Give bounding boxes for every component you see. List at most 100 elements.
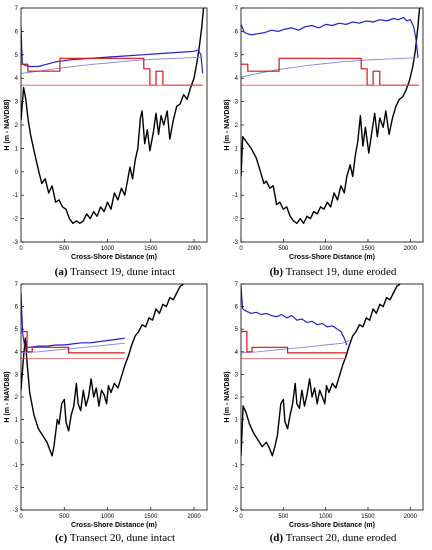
plot-frame-a <box>20 7 208 243</box>
y-tick-label-b--1: -1 <box>233 193 239 199</box>
y-tick-label-d-5: 5 <box>235 327 239 333</box>
y-tick-label-c-4: 4 <box>15 350 19 356</box>
y-tick-label-d-2: 2 <box>235 395 239 401</box>
y-tick-label-d-6: 6 <box>235 305 239 311</box>
x-axis-label-d: Cross-Shore Distance (m) <box>289 522 375 529</box>
y-tick-label-d-0: 0 <box>235 440 239 446</box>
y-axis-label-a: H (m - NAVD88) <box>4 99 11 150</box>
series-line-c-3 <box>21 330 125 354</box>
y-tick-label-a--1: -1 <box>13 193 19 199</box>
y-tick-label-d-1: 1 <box>235 418 239 424</box>
caption-c-text: Transect 20, dune intact <box>69 532 176 544</box>
series-line-b-2 <box>241 57 419 78</box>
x-tick-label-c-500: 500 <box>59 514 70 520</box>
y-tick-label-c-2: 2 <box>15 395 19 401</box>
caption-a: (a) Transect 19, dune intact <box>20 266 210 278</box>
y-tick-label-a-1: 1 <box>15 146 19 152</box>
caption-d-letter: (d) <box>269 532 284 544</box>
y-tick-label-d--2: -2 <box>233 485 239 491</box>
y-tick-label-d-7: 7 <box>235 282 239 288</box>
y-tick-label-b-6: 6 <box>235 29 239 35</box>
caption-d: (d) Transect 20, dune eroded <box>238 532 428 544</box>
chart-panel-c: 0 500 1000 1500 2000 -3 -2 -1 0 1 2 3 4 5 6 7 Cross-Shor… <box>4 282 208 529</box>
x-tick-label-b-1000: 1000 <box>319 246 333 252</box>
x-tick-label-b-500: 500 <box>278 246 289 252</box>
series-line-a-3 <box>21 57 203 86</box>
y-tick-label-c--2: -2 <box>13 485 19 491</box>
caption-c: (c) Transect 20, dune intact <box>20 532 210 544</box>
x-axis-label-c: Cross-Shore Distance (m) <box>71 522 157 529</box>
x-tick-label-c-1500: 1500 <box>144 514 158 520</box>
series-line-c-0 <box>21 284 184 457</box>
series-group-d <box>241 284 401 457</box>
series-line-b-1 <box>241 16 419 58</box>
y-tick-label-b-7: 7 <box>235 6 239 12</box>
y-tick-label-c-5: 5 <box>15 327 19 333</box>
series-line-a-1 <box>21 26 204 74</box>
caption-b-letter: (b) <box>269 266 284 278</box>
y-tick-label-b--2: -2 <box>233 217 239 223</box>
y-tick-label-c-0: 0 <box>15 440 19 446</box>
y-tick-label-b-0: 0 <box>235 170 239 176</box>
x-tick-label-a-1000: 1000 <box>101 246 115 252</box>
x-tick-label-a-500: 500 <box>59 246 70 252</box>
plot-frame-c <box>20 283 208 511</box>
plot-frame-d <box>240 283 424 511</box>
y-tick-label-b-3: 3 <box>235 100 239 106</box>
caption-b-text: Transect 19, dune eroded <box>285 266 397 278</box>
chart-panel-d: 0 500 1000 1500 2000 -3 -2 -1 0 1 2 3 4 5 6 7 Cross-Shor… <box>224 282 424 529</box>
series-line-d-3 <box>241 330 347 354</box>
x-tick-label-c-0: 0 <box>19 514 23 520</box>
y-tick-label-b-5: 5 <box>235 53 239 59</box>
y-tick-label-b-2: 2 <box>235 123 239 129</box>
x-tick-label-b-0: 0 <box>239 246 243 252</box>
caption-a-letter: (a) <box>54 266 68 278</box>
y-tick-label-d--3: -3 <box>233 508 239 514</box>
series-group-a <box>21 8 205 225</box>
plot-frame-b <box>240 7 424 243</box>
x-tick-label-d-0: 0 <box>239 514 243 520</box>
x-tick-label-c-2000: 2000 <box>187 514 201 520</box>
series-line-c-2 <box>21 342 125 354</box>
chart-panel-a: 0 500 1000 1500 2000 -3 -2 -1 0 1 2 3 4 5 6 7 Cross-Shor… <box>4 6 208 261</box>
y-tick-label-a-4: 4 <box>15 76 19 82</box>
y-tick-label-d--1: -1 <box>233 463 239 469</box>
x-tick-label-d-1000: 1000 <box>319 514 333 520</box>
y-tick-label-a-7: 7 <box>15 6 19 12</box>
y-tick-label-a-6: 6 <box>15 29 19 35</box>
x-tick-label-d-1500: 1500 <box>361 514 375 520</box>
y-tick-label-a-3: 3 <box>15 100 19 106</box>
x-tick-label-c-1000: 1000 <box>101 514 115 520</box>
x-tick-label-a-0: 0 <box>19 246 23 252</box>
x-tick-label-d-500: 500 <box>278 514 289 520</box>
y-tick-label-a-0: 0 <box>15 170 19 176</box>
series-line-a-2 <box>21 56 203 74</box>
y-tick-label-d-3: 3 <box>235 372 239 378</box>
x-axis-label-a: Cross-Shore Distance (m) <box>71 254 157 261</box>
y-tick-label-b-1: 1 <box>235 146 239 152</box>
series-line-d-0 <box>241 284 401 457</box>
series-line-c-1 <box>21 292 125 348</box>
caption-c-letter: (c) <box>54 532 68 544</box>
x-tick-label-b-2000: 2000 <box>404 246 418 252</box>
x-tick-label-d-2000: 2000 <box>404 514 418 520</box>
series-line-b-0 <box>241 8 421 225</box>
series-line-a-0 <box>21 8 205 225</box>
y-tick-label-c-7: 7 <box>15 282 19 288</box>
y-tick-label-c--3: -3 <box>13 508 19 514</box>
y-tick-label-a-2: 2 <box>15 123 19 129</box>
y-tick-label-c--1: -1 <box>13 463 19 469</box>
y-tick-label-a-5: 5 <box>15 53 19 59</box>
series-group-c <box>21 284 184 457</box>
y-tick-label-a--2: -2 <box>13 217 19 223</box>
caption-b: (b) Transect 19, dune eroded <box>238 266 428 278</box>
series-line-d-2 <box>241 340 350 354</box>
chart-panel-b: 0 500 1000 1500 2000 -3 -2 -1 0 1 2 3 4 5 6 7 Cross-Shor… <box>224 6 424 261</box>
y-tick-label-c-6: 6 <box>15 305 19 311</box>
x-axis-label-b: Cross-Shore Distance (m) <box>289 254 375 261</box>
x-tick-label-b-1500: 1500 <box>361 246 375 252</box>
x-tick-label-a-2000: 2000 <box>187 246 201 252</box>
y-axis-label-c: H (m - NAVD88) <box>4 371 11 422</box>
caption-a-text: Transect 19, dune intact <box>70 266 176 278</box>
